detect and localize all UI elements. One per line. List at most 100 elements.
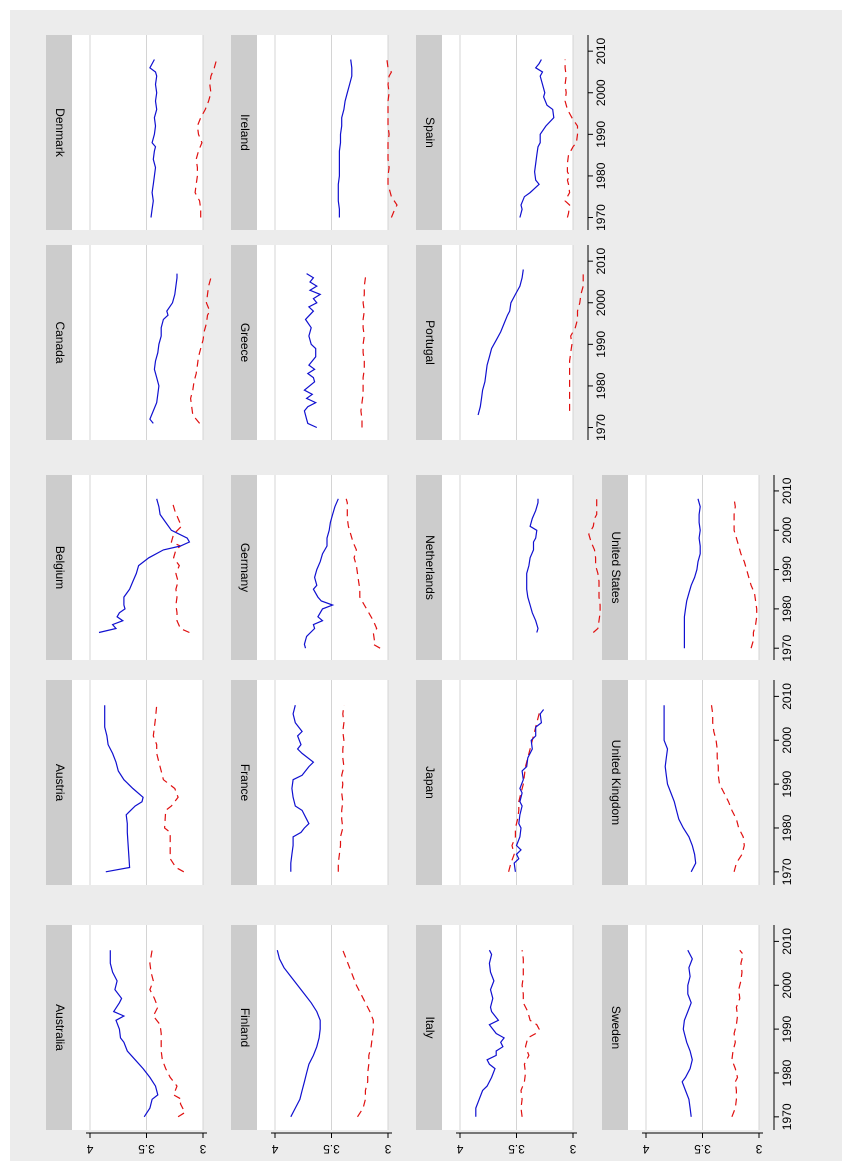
- panel-title: Sweden: [609, 1006, 623, 1049]
- panel-strip: [46, 475, 72, 660]
- value-tick-label: 3.5: [508, 1142, 525, 1156]
- series-dashed-line: [520, 950, 540, 1117]
- value-tick-label: 3: [384, 1142, 391, 1156]
- panel-strip: [46, 680, 72, 885]
- panel-strip: [602, 925, 628, 1130]
- panel-title: Greece: [238, 323, 252, 363]
- series-solid-line: [303, 498, 339, 649]
- value-tick-label: 3: [199, 1142, 206, 1156]
- plot-area: [442, 475, 573, 660]
- panel-greece: Greece: [231, 245, 389, 440]
- year-tick-label: 1980: [780, 595, 794, 622]
- series-dashed-line: [189, 273, 212, 424]
- plot-area: [628, 925, 759, 1130]
- panel-france: France: [231, 680, 389, 885]
- panel-strip: [231, 245, 257, 440]
- panel-united-kingdom: United Kingdom: [602, 680, 760, 885]
- panel-strip: [231, 475, 257, 660]
- panel-title: Portugal: [423, 320, 437, 365]
- series-solid-line: [519, 59, 555, 218]
- series-solid-line: [681, 949, 693, 1117]
- value-tick-label: 3.5: [694, 1142, 711, 1156]
- year-tick-label: 1980: [780, 1059, 794, 1086]
- year-tick-label: 1990: [780, 770, 794, 797]
- panel-strip: [416, 35, 442, 230]
- panel-portugal: Portugal: [416, 245, 584, 440]
- value-tick-label: 4: [642, 1142, 649, 1156]
- year-tick-label: 2000: [780, 517, 794, 544]
- series-solid-line: [109, 950, 159, 1118]
- value-tick-label: 3.5: [138, 1142, 155, 1156]
- year-tick-label: 2000: [594, 79, 608, 106]
- panel-denmark: Denmark: [46, 35, 218, 230]
- series-dashed-line: [564, 59, 579, 218]
- year-tick-label: 1980: [780, 814, 794, 841]
- value-tick-label: 4: [271, 1142, 278, 1156]
- panel-austria: Austria: [46, 680, 204, 885]
- year-tick-label: 2000: [780, 972, 794, 999]
- value-tick-label: 3.5: [323, 1142, 340, 1156]
- plot-area: [628, 680, 759, 885]
- value-tick-label: 4: [86, 1142, 93, 1156]
- series-dashed-line: [710, 705, 745, 872]
- plot-area: [257, 680, 388, 885]
- panel-sweden: Sweden: [602, 925, 760, 1130]
- plot-area: [628, 475, 759, 660]
- panel-title: Denmark: [53, 108, 67, 158]
- panel-strip: [46, 245, 72, 440]
- series-dashed-line: [568, 269, 584, 411]
- year-tick-label: 1970: [594, 204, 608, 231]
- series-dashed-line: [360, 273, 367, 428]
- series-solid-line: [104, 705, 144, 873]
- year-tick-label: 1970: [780, 858, 794, 885]
- year-tick-label: 2010: [594, 37, 608, 64]
- year-tick-label: 1970: [594, 414, 608, 441]
- panel-strip: [231, 35, 257, 230]
- panel-strip: [416, 925, 442, 1130]
- series-dashed-line: [345, 498, 381, 649]
- plot-area: [442, 680, 573, 885]
- panel-united-states: United States: [602, 475, 760, 660]
- series-dashed-line: [342, 949, 374, 1118]
- series-dashed-line: [337, 705, 345, 872]
- series-solid-line: [303, 273, 322, 429]
- panel-canada: Canada: [46, 245, 212, 440]
- plot-area: [442, 245, 573, 440]
- year-tick-label: 2010: [780, 928, 794, 955]
- year-tick-label: 1980: [594, 372, 608, 399]
- series-dashed-line: [508, 709, 542, 872]
- plot-area: [442, 925, 573, 1130]
- series-solid-line: [337, 59, 353, 218]
- series-solid-line: [683, 498, 701, 649]
- series-dashed-line: [386, 59, 398, 218]
- year-tick-label: 2010: [780, 683, 794, 710]
- panel-title: Finland: [238, 1008, 252, 1047]
- panel-title: Austria: [53, 764, 67, 802]
- panel-title: Canada: [53, 321, 67, 363]
- plot-area: [72, 680, 203, 885]
- panel-germany: Germany: [231, 475, 389, 660]
- year-tick-label: 2010: [594, 247, 608, 274]
- plot-area: [72, 245, 203, 440]
- value-tick-label: 3: [569, 1142, 576, 1156]
- panel-strip: [46, 925, 72, 1130]
- panel-title: Italy: [423, 1016, 437, 1038]
- panel-title: Netherlands: [423, 535, 437, 600]
- series-solid-line: [290, 705, 315, 872]
- series-solid-line: [276, 950, 321, 1118]
- panel-ireland: Ireland: [231, 35, 398, 230]
- plot-area: [257, 35, 388, 230]
- year-tick-label: 2000: [594, 289, 608, 316]
- plot-area: [257, 245, 388, 440]
- year-tick-label: 2010: [780, 477, 794, 504]
- year-tick-label: 2000: [780, 727, 794, 754]
- panel-strip: [602, 680, 628, 885]
- year-tick-label: 1980: [594, 162, 608, 189]
- panel-australia: Australia: [46, 925, 204, 1130]
- series-solid-line: [149, 273, 178, 424]
- year-tick-label: 1990: [594, 331, 608, 358]
- panel-strip: [231, 680, 257, 885]
- panel-strip: [231, 925, 257, 1130]
- year-tick-label: 1970: [780, 635, 794, 662]
